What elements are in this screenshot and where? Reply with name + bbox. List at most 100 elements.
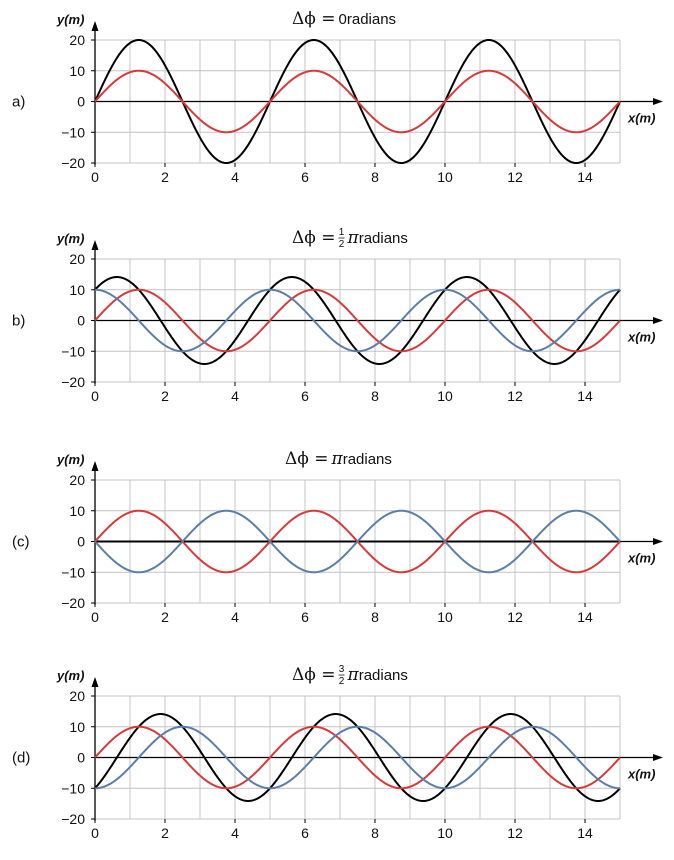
y-axis-arrow-icon bbox=[91, 240, 99, 250]
x-tick-label: 6 bbox=[301, 388, 309, 404]
y-axis-label: y(m) bbox=[56, 668, 84, 683]
y-axis-arrow-icon bbox=[91, 461, 99, 471]
y-tick-label: 0 bbox=[77, 313, 85, 329]
y-axis-label: y(m) bbox=[56, 12, 84, 27]
y-tick-label: −10 bbox=[61, 124, 85, 140]
panel-title: Δϕ = 32 π radians bbox=[292, 664, 408, 687]
title-value: π bbox=[347, 228, 360, 248]
x-tick-label: 4 bbox=[231, 609, 239, 625]
panel-label: (d) bbox=[12, 750, 30, 767]
x-tick-label: 2 bbox=[161, 609, 169, 625]
x-tick-label: 0 bbox=[91, 169, 99, 185]
x-tick-label: 6 bbox=[301, 609, 309, 625]
title-value: π bbox=[331, 449, 344, 469]
title-prefix: Δϕ = bbox=[285, 449, 329, 469]
panel-label: a) bbox=[12, 94, 25, 111]
x-axis-arrow-icon bbox=[653, 538, 663, 545]
x-tick-label: 12 bbox=[507, 609, 523, 625]
title-suffix: radians bbox=[359, 230, 408, 247]
x-tick-label: 12 bbox=[507, 169, 523, 185]
y-tick-label: 10 bbox=[69, 63, 85, 79]
x-tick-label: 2 bbox=[161, 388, 169, 404]
x-tick-label: 6 bbox=[301, 825, 309, 841]
title-fraction-denominator: 2 bbox=[339, 239, 345, 250]
title-value: π bbox=[347, 665, 360, 685]
x-tick-label: 6 bbox=[301, 169, 309, 185]
x-axis-label: x(m) bbox=[627, 330, 655, 345]
x-tick-label: 4 bbox=[231, 169, 239, 185]
series-3-line bbox=[94, 725, 621, 790]
x-tick-label: 0 bbox=[91, 825, 99, 841]
y-tick-label: −20 bbox=[61, 595, 85, 611]
title-fraction-denominator: 2 bbox=[339, 676, 345, 687]
chart-panel-3: 20 10 0 −10 −20 0 2 4 6 8 10 12 14 y(m) x(m) (c) Δϕ = π … bbox=[12, 449, 663, 625]
x-tick-label: 10 bbox=[437, 169, 453, 185]
x-tick-label: 8 bbox=[371, 609, 379, 625]
title-suffix: radians bbox=[359, 667, 408, 684]
title-prefix: Δϕ = bbox=[292, 9, 336, 29]
x-tick-label: 2 bbox=[161, 825, 169, 841]
series-2-line bbox=[94, 725, 621, 790]
y-tick-label: 10 bbox=[69, 282, 85, 298]
y-tick-label: 10 bbox=[69, 503, 85, 519]
x-tick-label: 14 bbox=[577, 609, 593, 625]
x-tick-label: 0 bbox=[91, 388, 99, 404]
y-tick-label: 20 bbox=[69, 472, 85, 488]
title-suffix: radians bbox=[343, 451, 392, 468]
y-tick-label: 20 bbox=[69, 688, 85, 704]
x-axis-label: x(m) bbox=[627, 551, 655, 566]
title-value: 0 bbox=[339, 11, 347, 28]
title-suffix: radians bbox=[347, 11, 396, 28]
panel-title: Δϕ = 0 radians bbox=[292, 9, 396, 29]
y-axis-label: y(m) bbox=[56, 231, 84, 246]
chart-panel-1: 20 10 0 −10 −20 0 2 4 6 8 10 12 14 y(m) x(m) a) Δϕ = 0 r… bbox=[12, 9, 663, 185]
x-tick-label: 14 bbox=[577, 388, 593, 404]
panel-title: Δϕ = π radians bbox=[285, 449, 392, 469]
y-tick-label: 0 bbox=[77, 750, 85, 766]
title-fraction-numerator: 3 bbox=[339, 664, 345, 675]
y-axis-arrow-icon bbox=[91, 677, 99, 687]
y-tick-label: 20 bbox=[69, 32, 85, 48]
x-tick-label: 4 bbox=[231, 825, 239, 841]
x-tick-label: 10 bbox=[437, 388, 453, 404]
series-2-line bbox=[94, 288, 621, 353]
x-axis-label: x(m) bbox=[627, 111, 655, 126]
x-axis-label: x(m) bbox=[627, 767, 655, 782]
panel-title: Δϕ = 12 π radians bbox=[292, 227, 408, 250]
x-tick-label: 2 bbox=[161, 169, 169, 185]
panel-label: (c) bbox=[12, 534, 30, 551]
series-3-line bbox=[94, 509, 621, 574]
y-tick-label: 20 bbox=[69, 251, 85, 267]
x-tick-label: 14 bbox=[577, 825, 593, 841]
panel-label: b) bbox=[12, 313, 25, 330]
y-axis-label: y(m) bbox=[56, 452, 84, 467]
y-tick-label: 0 bbox=[77, 94, 85, 110]
x-tick-label: 10 bbox=[437, 825, 453, 841]
title-fraction-numerator: 1 bbox=[339, 227, 345, 238]
y-axis-arrow-icon bbox=[91, 21, 99, 31]
x-tick-label: 8 bbox=[371, 169, 379, 185]
y-tick-label: −10 bbox=[61, 343, 85, 359]
x-axis-arrow-icon bbox=[653, 317, 663, 324]
y-tick-label: 0 bbox=[77, 534, 85, 550]
series-3-line bbox=[94, 288, 621, 353]
title-prefix: Δϕ = bbox=[292, 665, 336, 685]
x-tick-label: 12 bbox=[507, 388, 523, 404]
x-tick-label: 0 bbox=[91, 609, 99, 625]
y-tick-label: 10 bbox=[69, 719, 85, 735]
x-axis-arrow-icon bbox=[653, 754, 663, 761]
title-prefix: Δϕ = bbox=[292, 228, 336, 248]
x-tick-label: 8 bbox=[371, 388, 379, 404]
series-2-line bbox=[94, 69, 621, 134]
x-tick-label: 10 bbox=[437, 609, 453, 625]
y-tick-label: −20 bbox=[61, 811, 85, 827]
x-axis-arrow-icon bbox=[653, 98, 663, 105]
x-tick-label: 12 bbox=[507, 825, 523, 841]
x-tick-label: 4 bbox=[231, 388, 239, 404]
x-tick-label: 8 bbox=[371, 825, 379, 841]
y-tick-label: −20 bbox=[61, 374, 85, 390]
y-tick-label: −10 bbox=[61, 780, 85, 796]
y-tick-label: −10 bbox=[61, 564, 85, 580]
